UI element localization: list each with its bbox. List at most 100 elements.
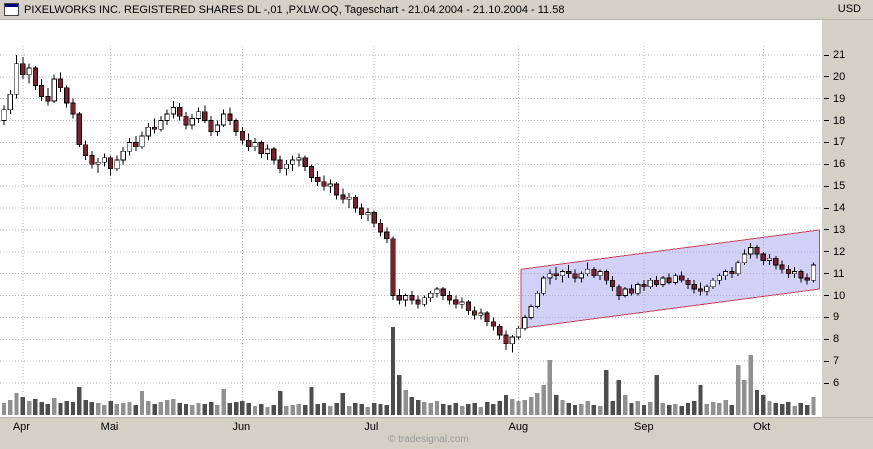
volume-bar — [346, 406, 352, 415]
candle-up — [365, 212, 371, 216]
candle-down — [202, 111, 208, 121]
volume-bar — [591, 405, 597, 415]
volume-bar — [804, 405, 810, 415]
volume-bar — [164, 400, 170, 415]
volume-bar — [717, 403, 722, 415]
candle-up — [792, 271, 798, 275]
candle-up — [139, 135, 145, 148]
candle-down — [798, 271, 804, 279]
volume-bar — [146, 401, 151, 415]
volume-bar — [522, 400, 528, 415]
candle-down — [484, 312, 490, 323]
volume-bar — [334, 403, 339, 415]
volume-bar — [635, 401, 640, 415]
volume-bar — [277, 391, 283, 415]
candle-up — [478, 312, 484, 316]
volume-bar — [560, 400, 565, 415]
y-axis-tick — [824, 185, 829, 187]
candle-up — [534, 292, 540, 307]
volume-bar — [503, 395, 509, 415]
candle-down — [359, 207, 365, 216]
candle-up — [723, 271, 729, 277]
candle-down — [333, 183, 340, 196]
candle-down — [409, 295, 415, 301]
candle-down — [183, 115, 189, 126]
volume-bar — [566, 403, 571, 415]
volume-bar — [572, 405, 578, 415]
candle-down — [57, 78, 64, 89]
candle-down — [20, 63, 26, 76]
volume-bar — [434, 401, 440, 415]
y-axis-tick — [824, 382, 829, 384]
volume-bar — [673, 404, 678, 415]
candle-up — [735, 262, 741, 275]
volume-bar — [779, 404, 785, 415]
volume-bar — [459, 406, 465, 415]
candle-up — [597, 271, 603, 277]
candle-up — [748, 247, 754, 255]
volume-bar — [723, 400, 728, 415]
candlestick-chart-canvas[interactable] — [0, 20, 822, 417]
volume-bar — [70, 402, 76, 415]
y-axis-label: 10 — [824, 289, 845, 303]
y-axis-tick — [824, 295, 829, 297]
volume-bar — [183, 404, 189, 415]
candle-up — [559, 271, 566, 277]
y-axis-label: 6 — [824, 376, 839, 390]
volume-bar — [83, 400, 88, 415]
volume-bar — [660, 403, 666, 415]
candle-down — [258, 142, 264, 154]
chart-window-icon — [4, 3, 19, 16]
volume-bar — [397, 375, 402, 415]
candle-down — [133, 142, 139, 148]
candle-up — [716, 275, 722, 281]
volume-bar — [585, 401, 590, 415]
volume-bar — [597, 406, 603, 415]
candle-up — [195, 111, 202, 119]
candle-down — [616, 286, 622, 296]
price-chart-area[interactable] — [0, 20, 822, 417]
volume-bar — [233, 402, 239, 415]
candle-up — [296, 157, 302, 161]
candle-down — [729, 271, 735, 275]
y-axis-label: 20 — [824, 70, 845, 84]
volume-bar — [328, 406, 333, 415]
candle-down — [490, 321, 497, 327]
candle-down — [679, 275, 685, 281]
volume-bar — [8, 400, 13, 415]
volume-bar — [252, 406, 258, 415]
candle-up — [283, 163, 289, 170]
volume-bar — [729, 405, 735, 415]
volume-bar — [441, 404, 446, 415]
volume-bar — [422, 402, 427, 415]
candle-down — [390, 238, 396, 296]
candle-down — [321, 181, 327, 187]
candle-down — [503, 334, 509, 345]
candle-down — [804, 277, 810, 281]
y-axis-tick — [824, 163, 829, 165]
candle-up — [114, 159, 120, 170]
volume-bar — [748, 355, 753, 415]
volume-bar — [623, 395, 628, 415]
volume-bar — [478, 407, 484, 415]
y-axis-panel: 21 20 19 18 17 16 15 14 13 12 11 10 9 8 7 6 — [822, 20, 873, 417]
candle-down — [553, 273, 559, 277]
volume-bar — [114, 404, 120, 415]
y-axis-tick — [824, 229, 829, 231]
volume-bar — [541, 385, 546, 415]
candle-up — [95, 161, 101, 165]
candle-up — [158, 120, 164, 130]
volume-bar — [466, 404, 471, 415]
volume-bar — [685, 403, 691, 415]
watermark: © tradesignal.com — [388, 434, 469, 445]
candle-down — [108, 157, 114, 170]
volume-bar — [39, 402, 44, 415]
candle-up — [434, 288, 440, 294]
candle-down — [591, 268, 597, 277]
candle-up — [522, 317, 528, 329]
y-axis-label: 7 — [824, 354, 839, 368]
volume-bar — [33, 399, 38, 415]
y-axis-label: 14 — [824, 201, 845, 215]
volume-bar — [265, 407, 270, 415]
candle-down — [472, 310, 478, 316]
